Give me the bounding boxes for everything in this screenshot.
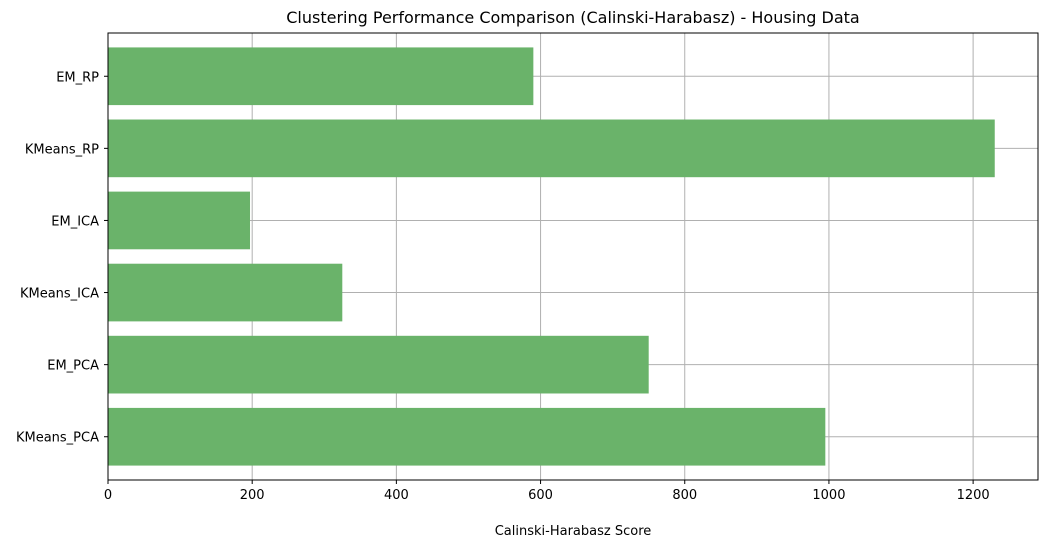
y-tick-label: KMeans_RP — [25, 142, 99, 157]
y-tick-label: EM_PCA — [47, 359, 99, 374]
x-tick-label: 1000 — [812, 488, 845, 503]
x-tick-label: 0 — [104, 488, 112, 503]
bar-em-pca — [108, 335, 649, 394]
x-tick-label: 200 — [240, 488, 265, 503]
bar-kmeans-rp — [108, 119, 995, 178]
x-tick-label: 800 — [672, 488, 697, 503]
y-tick-label: KMeans_ICA — [20, 287, 99, 302]
x-tick-label: 1200 — [957, 488, 990, 503]
y-tick-label: KMeans_PCA — [16, 431, 99, 446]
x-tick-label: 600 — [528, 488, 553, 503]
axes-group — [107, 32, 1039, 481]
chart-title: Clustering Performance Comparison (Calin… — [286, 8, 859, 27]
bar-em-rp — [108, 47, 534, 106]
bar-kmeans-pca — [108, 407, 826, 466]
bars-group — [108, 47, 995, 466]
bar-kmeans-ica — [108, 263, 343, 322]
x-tick-label: 400 — [384, 488, 409, 503]
y-ticks-group: KMeans_PCA EM_PCA KMeans_ICA EM_ICA KMeans_R… — [16, 70, 108, 446]
bar-em-ica — [108, 191, 251, 250]
y-tick-label: EM_ICA — [51, 214, 99, 229]
plot-frame — [107, 32, 1039, 481]
y-tick-label: EM_RP — [56, 70, 99, 85]
x-axis-label: Calinski-Harabasz Score — [495, 524, 652, 539]
x-ticks-group: 0 200 400 600 800 1000 1200 — [104, 480, 990, 503]
